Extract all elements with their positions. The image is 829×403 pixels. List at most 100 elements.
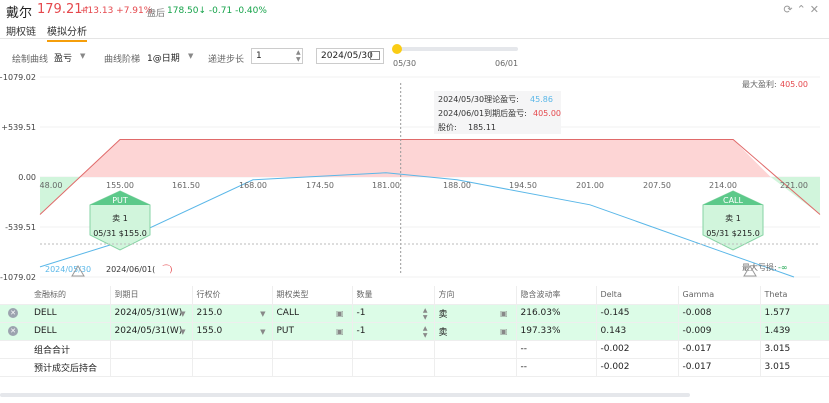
ladder-select[interactable]: 1@日期 [147,54,180,64]
after-hours-quote: 178.50↓ -0.71 -0.40% [167,6,267,16]
col-qty: 数量 [352,286,435,305]
call-marker[interactable]: CALL 卖 1 05/31 $215.0 [702,190,764,251]
profit-area [80,139,771,177]
remove-row-icon[interactable]: ✕ [8,326,18,336]
horizontal-scrollbar[interactable] [0,393,690,397]
y-tick-label: +1079.02 [0,73,36,82]
chevron-down-icon[interactable]: ▼ [80,52,86,60]
summary-row: 组合合计 -- -0.002 -0.017 3.015 [0,340,829,359]
table-row[interactable]: ✕ DELL 2024/05/31(W) ▼ 155.0 ▼ PUT ▣ -1 ▲ ▼ 卖 ▣… [0,322,829,341]
summary-gamma: -0.017 [678,340,761,359]
col-type: 期权类型 [272,286,353,305]
legend-theoretical[interactable]: 2024/05/30 [45,265,91,274]
stepper-arrows-icon[interactable]: ▲ ▼ [296,49,301,63]
max-profit-value: 405.00 [780,80,808,89]
cell-gamma: -0.009 [678,322,761,341]
close-icon[interactable]: ✕ [809,3,823,16]
date-slider-handle[interactable] [392,44,402,54]
x-tick-label: 181.00 [372,181,400,190]
cell-iv: 197.33% [516,322,597,341]
x-tick-label: 207.50 [643,181,671,190]
max-loss-value: -∞ [778,263,788,272]
cell-expiry[interactable]: 2024/05/31(W) ▼ [110,322,193,341]
stock-price: 179.21↑ [37,2,91,17]
y-tick-label: 0.00 [18,173,36,182]
select-box-icon[interactable]: ▣ [499,326,508,336]
table-header-row: 金融标的 到期日 行权价 期权类型 数量 方向 隐含波动率 Delta Gamm… [0,286,829,305]
expiry-pnl-line [39,138,821,215]
analysis-controls: 绘制曲线 盈亏 ▼ 曲线阶梯 1@日期 ▼ 递进步长 1 ▲ ▼ 2024/05/… [0,48,829,66]
cell-side[interactable]: 卖 ▣ [434,322,517,341]
chevron-down-icon[interactable]: ▼ [260,309,266,318]
remove-row-icon[interactable]: ✕ [8,308,18,318]
put-marker[interactable]: PUT 卖 1 05/31 $155.0 [89,190,151,251]
cell-side[interactable]: 卖 ▣ [434,304,517,323]
stock-name: 戴尔 [6,6,33,21]
cell-symbol: DELL [34,326,57,336]
step-label: 递进步长 [208,55,245,65]
ladder-label: 曲线阶梯 [104,55,141,65]
summary-iv: -- [516,358,597,377]
calendar-icon[interactable] [370,51,380,60]
y-tick-label: +539.51 [1,123,36,132]
x-tick-label: 168.00 [239,181,267,190]
y-tick-label: -539.51 [5,223,36,232]
collapse-icon[interactable]: ⌃ [796,3,810,16]
chevron-down-icon[interactable]: ▼ [260,327,266,336]
curve-select[interactable]: 盈亏 [54,54,73,64]
cell-symbol: DELL [34,308,57,318]
x-tick-label: 221.00 [780,181,808,190]
positions-table: 金融标的 到期日 行权价 期权类型 数量 方向 隐含波动率 Delta Gamm… [0,286,829,403]
tab-simulation[interactable]: 模拟分析 [47,23,87,42]
refresh-icon[interactable]: ⟳ [783,3,797,16]
chevron-down-icon[interactable]: ▼ [180,309,186,318]
put-marker-side: 卖 1 [112,214,128,223]
summary-iv: -- [516,340,597,359]
max-profit-label: 最大盈利: [742,79,777,89]
summary-theta: 3.015 [760,340,829,359]
slider-start-label: 05/30 [393,59,417,68]
y-tick-label: -1079.02 [0,273,36,282]
tooltip-expiry-value: 405.00 [533,109,561,118]
x-tick-label: 201.00 [576,181,604,190]
cell-strike[interactable]: 155.0 ▼ [192,322,273,341]
select-box-icon[interactable]: ▣ [335,326,344,336]
put-marker-title: PUT [112,196,128,205]
legend-expiry[interactable]: 2024/06/01( [106,265,155,274]
stepper-arrows-icon[interactable]: ▲ ▼ [422,306,428,321]
select-box-icon[interactable]: ▣ [335,308,344,318]
cell-type[interactable]: PUT ▣ [272,322,353,341]
chevron-down-icon[interactable]: ▼ [188,52,194,60]
summary-gamma: -0.017 [678,358,761,377]
x-tick-label: 188.00 [443,181,471,190]
legend-expiry-end: ⁀) [162,264,173,274]
pnl-chart[interactable]: +1079.02 +539.51 0.00 -539.51 -1079.02 48.00… [0,73,829,283]
after-hours-label: 盘后 [147,9,166,19]
x-tick-label: 214.00 [709,181,737,190]
tooltip-price-value: 185.11 [468,123,496,132]
col-strike: 行权价 [192,286,273,305]
cell-theta: 1.439 [760,322,829,341]
col-theta: Theta [760,286,829,305]
summary-theta: 3.015 [760,358,829,377]
stepper-arrows-icon[interactable]: ▲ ▼ [422,324,428,339]
cell-expiry[interactable]: 2024/05/31(W) ▼ [110,304,193,323]
select-box-icon[interactable]: ▣ [499,308,508,318]
x-tick-label: 161.50 [172,181,200,190]
tab-option-chain[interactable]: 期权链 [6,27,36,38]
triangle-marker-icon [743,265,757,277]
price-change: +13.13 +7.91% [80,6,153,16]
cell-type[interactable]: CALL ▣ [272,304,353,323]
summary-label: 预计成交后持合 [0,358,111,377]
cell-qty[interactable]: -1 ▲ ▼ [352,304,435,323]
table-row[interactable]: ✕ DELL 2024/05/31(W) ▼ 215.0 ▼ CALL ▣ -1 ▲ ▼ 卖… [0,304,829,323]
summary-delta: -0.002 [596,358,679,377]
chevron-down-icon[interactable]: ▼ [180,327,186,336]
date-input[interactable]: 2024/05/30 [316,48,384,64]
cell-qty[interactable]: -1 ▲ ▼ [352,322,435,341]
tooltip-theo-value: 45.86 [530,95,553,104]
step-input[interactable]: 1 [251,48,303,64]
cell-strike[interactable]: 215.0 ▼ [192,304,273,323]
slider-end-label: 06/01 [495,59,519,68]
date-slider-track[interactable] [396,47,518,51]
